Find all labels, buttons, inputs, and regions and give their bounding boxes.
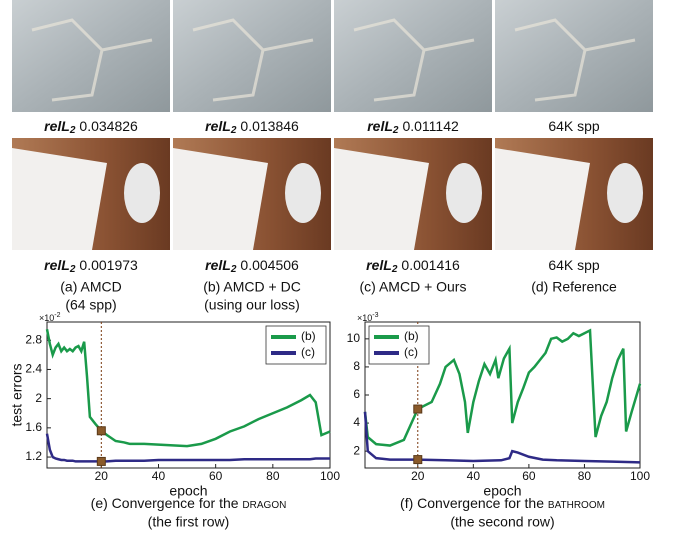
point-marker	[414, 405, 422, 413]
image-detail	[285, 163, 321, 223]
metric-name: relL	[44, 257, 70, 273]
image-detail	[607, 163, 643, 223]
caption-text: 64K spp	[548, 257, 600, 273]
metric-value: 0.001416	[401, 257, 460, 273]
legend-label: (c)	[301, 345, 315, 359]
image-detail	[124, 163, 160, 223]
exponent-base: ×10	[357, 313, 372, 323]
image-detail	[495, 148, 590, 250]
y-tick-label: 2.4	[25, 362, 42, 376]
x-tick-label: 20	[411, 469, 425, 483]
metric-value: 0.034826	[79, 118, 138, 134]
metric-value: 0.011142	[402, 118, 459, 134]
image-detail	[334, 148, 429, 250]
x-tick-label: 60	[209, 469, 223, 483]
metric-sub: 2	[230, 264, 237, 275]
image-caption: 64K spp	[548, 118, 600, 134]
caption-name: bathroom	[548, 495, 605, 511]
legend-label: (b)	[404, 329, 419, 343]
caption-prefix: (e) Convergence for the	[91, 495, 243, 511]
legend-label: (c)	[404, 345, 418, 359]
column-label: (b) AMCD + DC	[203, 279, 301, 295]
caption-prefix: (f) Convergence for the	[400, 495, 548, 511]
x-tick-label: 60	[522, 469, 536, 483]
point-marker	[97, 457, 105, 465]
x-tick-label: 80	[266, 469, 280, 483]
image-caption: 64K spp	[548, 257, 600, 273]
image-detail	[173, 148, 268, 250]
metric-sub: 2	[230, 125, 237, 136]
exponent-power: -3	[372, 312, 378, 319]
legend-box	[369, 326, 429, 364]
metric-sub: 2	[391, 264, 398, 275]
y-tick-label: 2.8	[25, 332, 42, 346]
chart-caption: (the second row)	[450, 514, 554, 530]
column-label: (a) AMCD	[60, 279, 121, 295]
chart-caption: (the first row)	[148, 514, 230, 530]
figure: relL20.034826relL20.013846relL20.0111426…	[0, 0, 679, 546]
column-label: (d) Reference	[531, 279, 617, 295]
metric-name: relL	[205, 257, 231, 273]
series-line	[47, 434, 330, 462]
point-marker	[414, 456, 422, 464]
metric-value: 0.004506	[240, 257, 299, 273]
metric-name: relL	[205, 118, 231, 134]
metric-value: 0.001973	[79, 257, 138, 273]
column-label: (64 spp)	[65, 297, 116, 313]
metric-name: relL	[44, 118, 70, 134]
x-tick-label: 40	[152, 469, 166, 483]
y-tick-label: 1.6	[25, 420, 42, 434]
exponent-power: -2	[54, 312, 60, 319]
y-tick-label: 1.2	[25, 449, 42, 463]
x-tick-label: 20	[95, 469, 109, 483]
y-tick-label: 2	[35, 391, 42, 405]
metric-value: 0.013846	[240, 118, 299, 134]
caption-name: dragon	[242, 495, 286, 511]
column-label: (c) AMCD + Ours	[360, 279, 467, 295]
y-tick-label: 4	[353, 415, 360, 429]
chart-caption: (f) Convergence for the bathroom	[400, 495, 605, 511]
image-detail	[446, 163, 482, 223]
y-tick-label: 2	[353, 443, 360, 457]
y-tick-label: 8	[353, 359, 360, 373]
legend-label: (b)	[301, 329, 316, 343]
metric-sub: 2	[69, 264, 76, 275]
x-tick-label: 100	[630, 469, 650, 483]
point-marker	[97, 427, 105, 435]
legend-box	[266, 326, 326, 364]
y-axis-label: test errors	[9, 363, 25, 426]
metric-sub: 2	[69, 125, 76, 136]
image-detail	[12, 148, 107, 250]
x-tick-label: 80	[578, 469, 592, 483]
x-tick-label: 100	[320, 469, 340, 483]
metric-name: relL	[367, 118, 393, 134]
chart-caption: (e) Convergence for the dragon	[91, 495, 287, 511]
metric-sub: 2	[392, 125, 399, 136]
caption-text: 64K spp	[548, 118, 600, 134]
y-tick-label: 10	[347, 331, 361, 345]
y-tick-label: 6	[353, 387, 360, 401]
metric-name: relL	[366, 257, 392, 273]
x-tick-label: 40	[467, 469, 481, 483]
column-label: (using our loss)	[204, 297, 300, 313]
exponent-base: ×10	[39, 313, 54, 323]
